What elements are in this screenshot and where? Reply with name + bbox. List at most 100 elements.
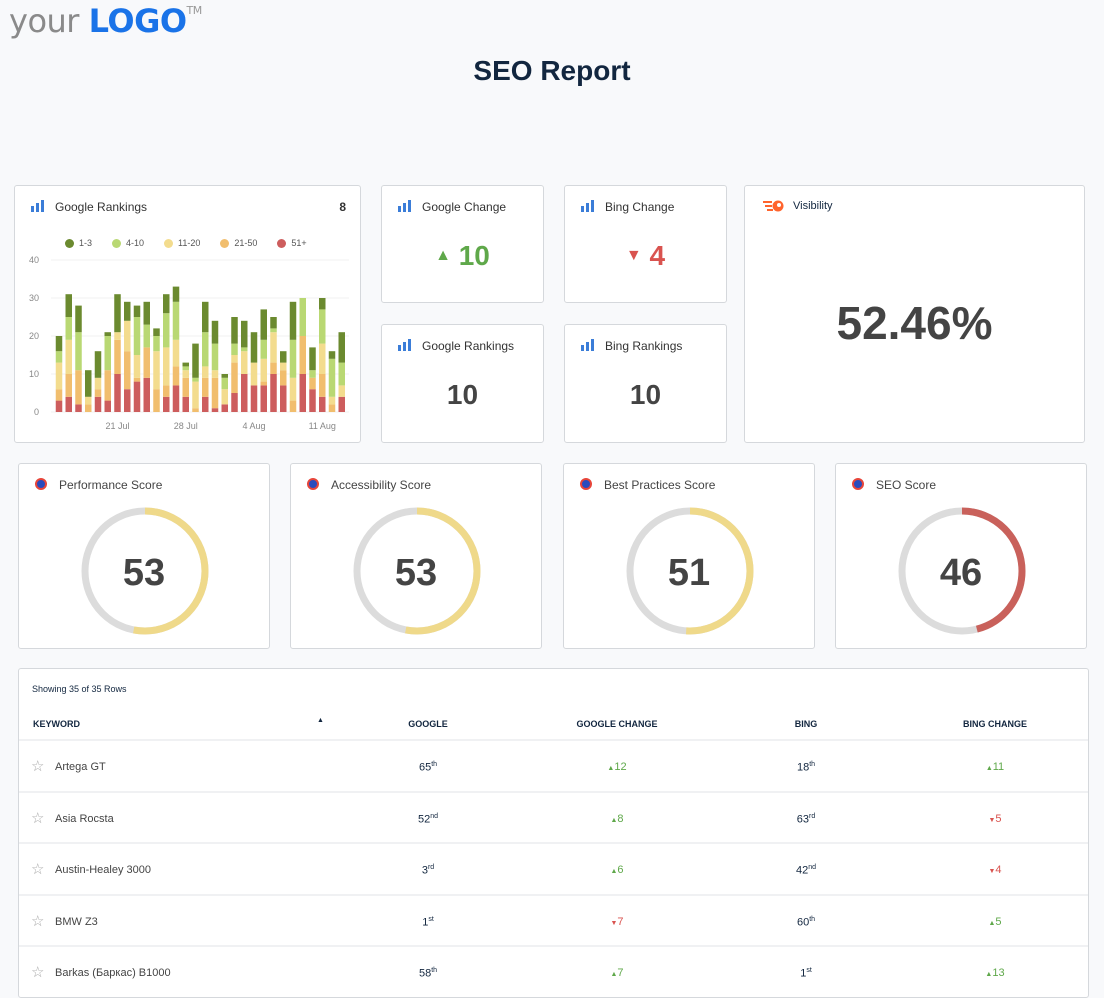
bar-segment[interactable] [172,366,180,386]
bar-segment[interactable] [153,351,160,390]
bar-segment[interactable] [104,336,112,371]
bar-segment[interactable] [280,370,287,386]
bar-segment[interactable] [270,332,277,363]
bar-segment[interactable] [114,374,121,412]
bar-segment[interactable] [94,377,102,390]
bar-segment[interactable] [153,336,160,352]
table-row[interactable]: ☆ Barkas (Баркас) B1000 58th ▲7 1st ▲13 [19,945,1088,997]
bar-segment[interactable] [338,396,346,412]
bar-segment[interactable] [104,400,112,412]
bar-segment[interactable] [94,351,102,378]
bar-segment[interactable] [202,301,209,333]
bar-segment[interactable] [192,408,199,412]
bar-segment[interactable] [172,286,180,302]
bar-segment[interactable] [211,377,219,409]
star-icon[interactable]: ☆ [31,964,45,981]
bar-segment[interactable] [202,332,209,367]
bar-segment[interactable] [153,389,160,412]
bar-segment[interactable] [85,404,92,412]
bar-segment[interactable] [241,320,248,348]
bar-segment[interactable] [133,377,141,382]
bar-segment[interactable] [309,347,316,371]
bar-segment[interactable] [124,389,131,412]
bar-segment[interactable] [319,396,326,412]
bar-segment[interactable] [241,374,248,412]
bar-segment[interactable] [124,301,131,321]
bar-segment[interactable] [221,377,229,390]
bar-segment[interactable] [55,336,63,352]
bar-segment[interactable] [211,320,219,344]
bar-segment[interactable] [172,385,180,412]
bar-segment[interactable] [299,298,307,336]
bar-segment[interactable] [104,332,112,336]
bar-segment[interactable] [114,339,121,374]
bar-segment[interactable] [250,385,258,412]
bar-segment[interactable] [280,351,287,363]
bar-segment[interactable] [202,366,209,378]
bar-segment[interactable] [172,301,180,340]
bar-segment[interactable] [309,370,316,378]
bar-segment[interactable] [319,343,326,374]
bar-segment[interactable] [221,404,229,412]
bar-segment[interactable] [270,374,277,412]
bar-segment[interactable] [231,393,238,412]
bar-segment[interactable] [328,396,336,405]
bar-segment[interactable] [143,301,151,325]
bar-segment[interactable] [338,385,346,397]
bar-segment[interactable] [289,400,297,412]
bar-segment[interactable] [124,351,131,390]
bar-segment[interactable] [85,370,92,397]
star-icon[interactable]: ☆ [31,861,45,878]
bar-segment[interactable] [75,305,82,333]
bar-segment[interactable] [319,309,326,344]
bar-segment[interactable] [192,377,199,382]
bar-segment[interactable] [75,332,82,371]
bar-segment[interactable] [133,305,141,317]
bar-segment[interactable] [182,396,190,412]
bar-segment[interactable] [270,362,277,374]
header-google[interactable]: GOOGLE [408,719,448,729]
bar-segment[interactable] [182,362,190,367]
legend-item[interactable]: 1-3 [65,238,92,248]
bar-segment[interactable] [75,404,82,412]
bar-segment[interactable] [114,332,121,340]
bar-segment[interactable] [133,355,141,378]
bar-segment[interactable] [143,324,151,348]
bar-segment[interactable] [289,377,297,401]
bar-segment[interactable] [328,358,336,397]
bar-segment[interactable] [231,362,238,393]
bar-segment[interactable] [202,377,209,397]
bar-segment[interactable] [309,389,316,412]
bar-segment[interactable] [211,370,219,378]
bar-segment[interactable] [163,313,170,348]
bar-segment[interactable] [338,362,346,386]
bar-segment[interactable] [94,396,102,412]
bar-segment[interactable] [241,351,248,374]
bar-segment[interactable] [338,332,346,363]
bar-segment[interactable] [85,396,92,405]
bar-segment[interactable] [65,317,73,340]
bar-segment[interactable] [182,366,190,371]
bar-segment[interactable] [231,355,238,363]
bar-segment[interactable] [65,294,73,317]
bar-segment[interactable] [104,370,112,401]
table-row[interactable]: ☆ Artega GT 65th ▲12 18th ▲11 [19,739,1088,791]
bar-segment[interactable] [153,328,160,336]
bar-segment[interactable] [65,339,73,374]
bar-segment[interactable] [241,347,248,352]
bar-segment[interactable] [319,298,326,310]
bar-segment[interactable] [260,358,268,382]
header-keyword[interactable]: KEYWORD [33,719,80,729]
bar-segment[interactable] [299,336,307,374]
bar-segment[interactable] [231,343,238,355]
bar-segment[interactable] [328,404,336,412]
bar-segment[interactable] [192,381,199,409]
legend-item[interactable]: 11-20 [164,238,200,248]
bar-segment[interactable] [211,343,219,371]
table-row[interactable]: ☆ Austin-Healey 3000 3rd ▲6 42nd ▼4 [19,842,1088,894]
star-icon[interactable]: ☆ [31,809,45,827]
bar-segment[interactable] [250,332,258,363]
bar-segment[interactable] [55,362,63,390]
bar-segment[interactable] [270,328,277,333]
legend-item[interactable]: 51+ [277,238,307,248]
